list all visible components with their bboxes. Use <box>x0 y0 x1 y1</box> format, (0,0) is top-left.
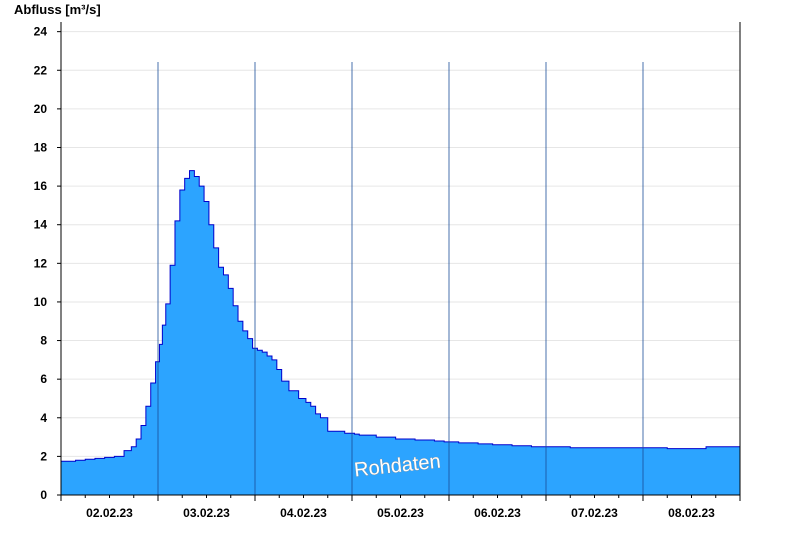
x-ticks: 02.02.23 03.02.23 04.02.23 05.02.23 06.02.23… <box>60 495 741 520</box>
x-tick-label: 08.02.23 <box>668 506 715 520</box>
y-tick-label: 22 <box>34 63 48 77</box>
x-tick-label: 03.02.23 <box>183 506 230 520</box>
y-axis-title: Abfluss [m³/s] <box>14 2 101 17</box>
plot-area <box>61 170 740 495</box>
day-boundaries <box>157 62 644 495</box>
x-tick-label: 05.02.23 <box>377 506 424 520</box>
y-tick-label: 16 <box>34 179 48 193</box>
x-tick-label: 04.02.23 <box>280 506 327 520</box>
x-tick-label: 06.02.23 <box>474 506 521 520</box>
y-tick-label: 18 <box>34 140 48 154</box>
x-tick-label: 02.02.23 <box>86 506 133 520</box>
y-tick-label: 12 <box>34 256 48 270</box>
y-tick-label: 4 <box>40 411 47 425</box>
y-tick-label: 20 <box>34 102 48 116</box>
y-tick-label: 0 <box>40 488 47 502</box>
discharge-area <box>61 170 740 495</box>
discharge-line <box>61 170 740 462</box>
x-tick-label: 07.02.23 <box>571 506 618 520</box>
y-tick-label: 8 <box>40 334 47 348</box>
y-tick-label: 6 <box>40 372 47 386</box>
y-tick-label: 10 <box>34 295 48 309</box>
y-tick-label: 14 <box>34 218 48 232</box>
y-tick-label: 2 <box>40 449 47 463</box>
y-tick-label: 24 <box>34 25 48 39</box>
